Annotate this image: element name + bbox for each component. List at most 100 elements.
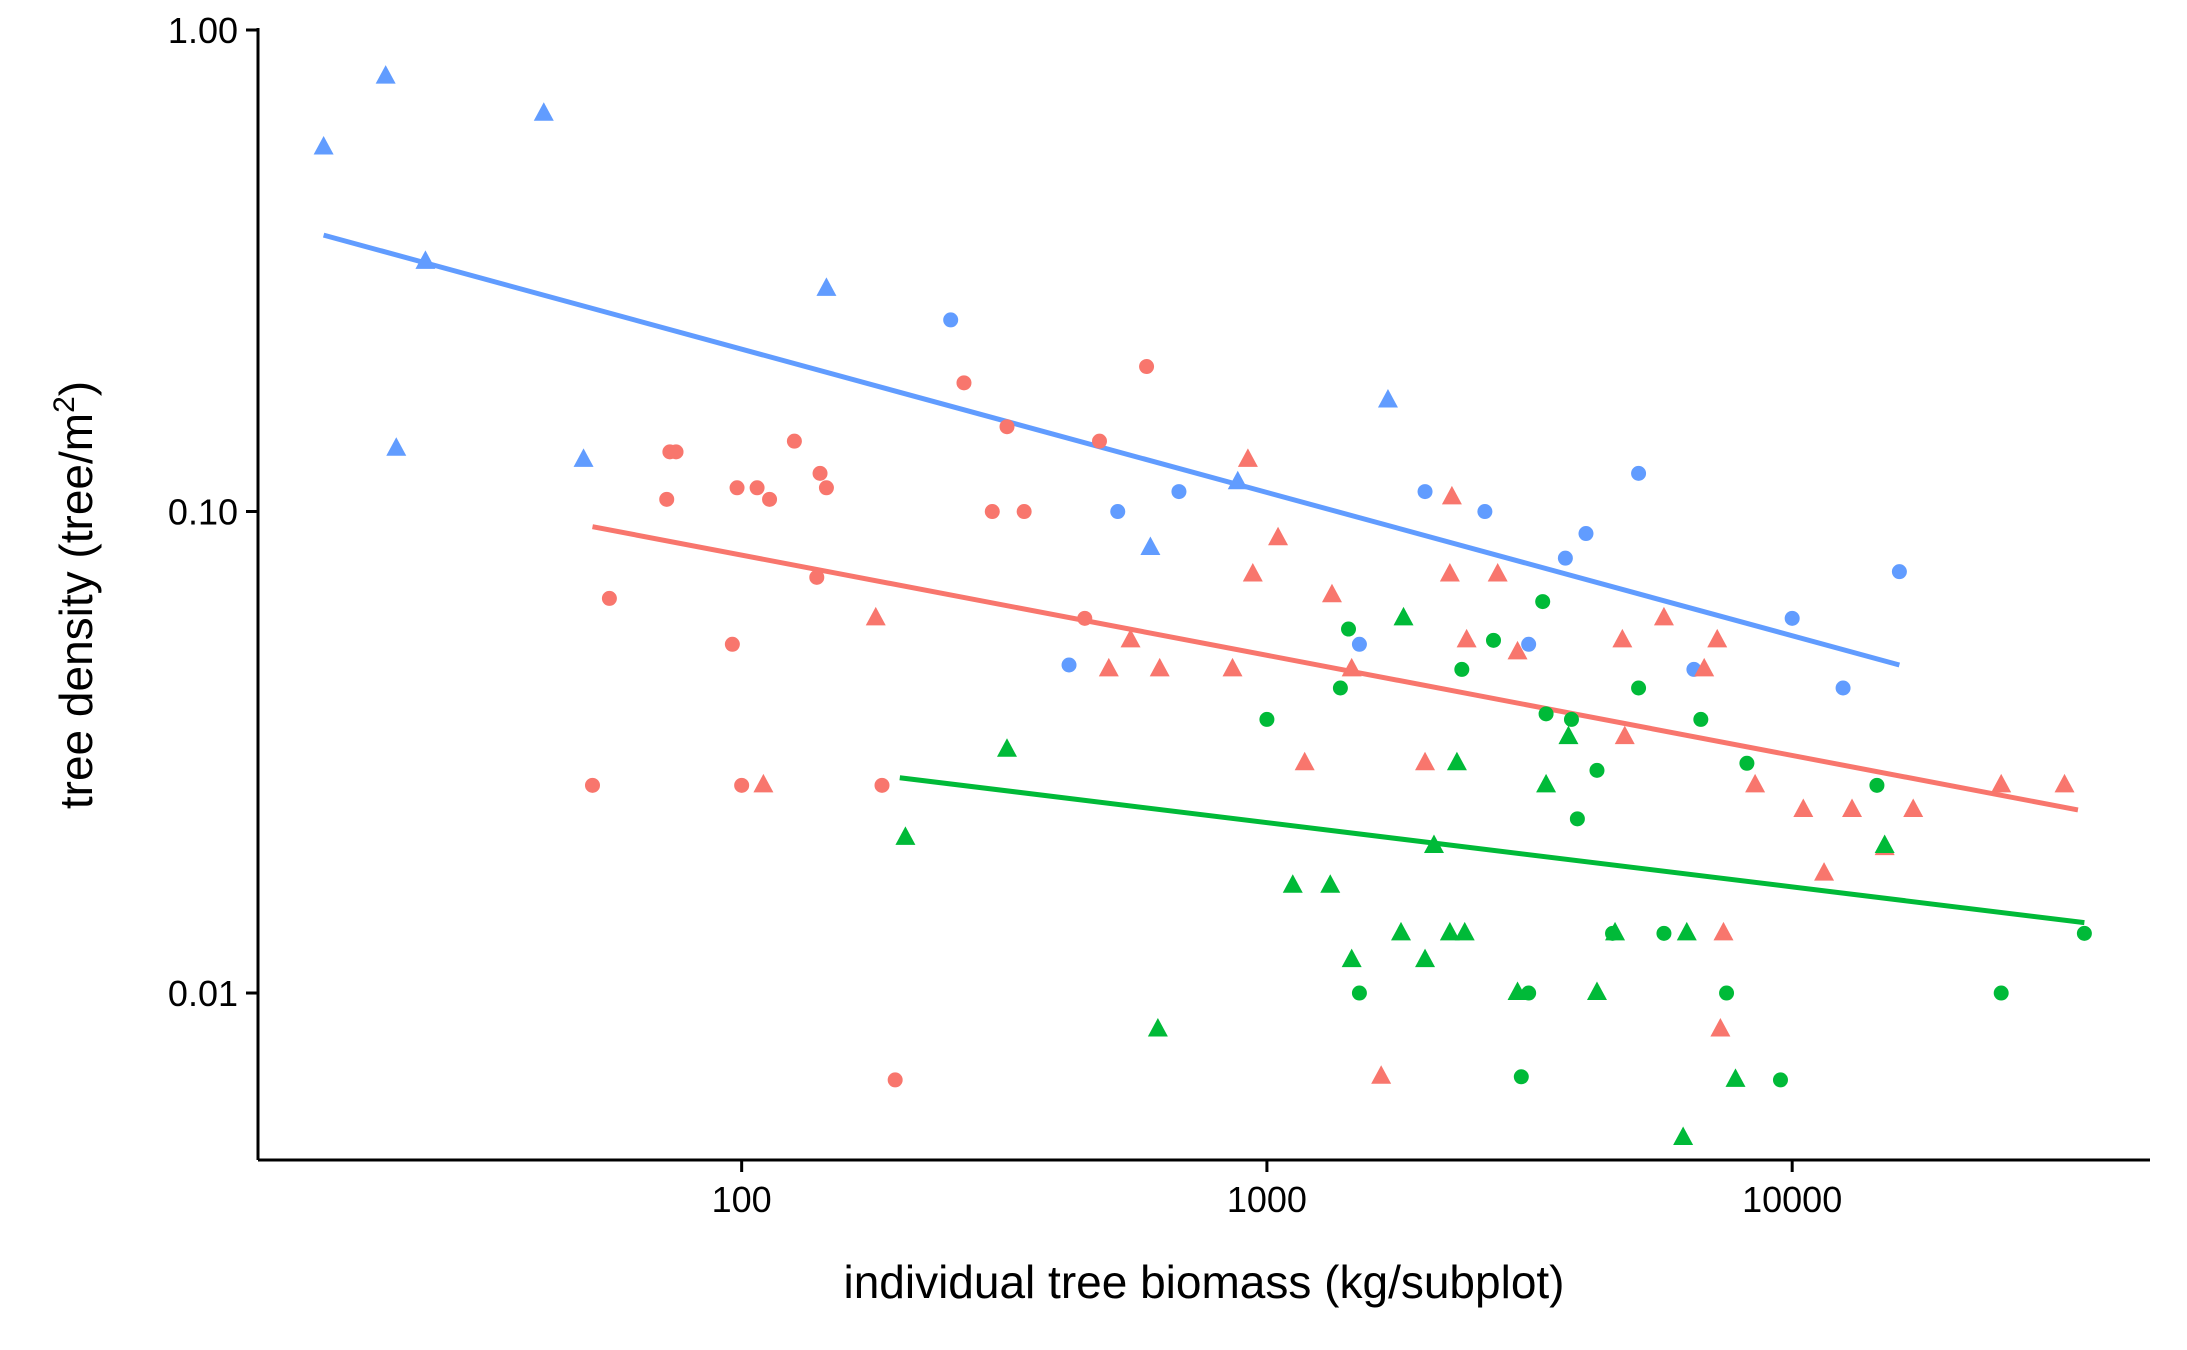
data-point-triangle — [1725, 1068, 1746, 1087]
data-point-triangle — [386, 437, 407, 456]
data-point-triangle — [1710, 1017, 1731, 1037]
data-point-triangle — [1586, 981, 1607, 1001]
data-point-circle — [1535, 594, 1551, 610]
data-point-triangle — [753, 773, 774, 793]
data-point-triangle — [1147, 1017, 1168, 1037]
data-point-circle — [956, 375, 972, 391]
data-point-triangle — [533, 102, 554, 121]
y-tick-label: 0.10 — [168, 492, 238, 533]
data-point-circle — [1110, 504, 1126, 520]
data-point-triangle — [996, 738, 1017, 757]
data-point-triangle — [1991, 773, 2012, 793]
data-point-triangle — [1793, 798, 1814, 817]
data-point-triangle — [1120, 628, 1141, 648]
data-point-triangle — [1321, 583, 1342, 603]
data-point-circle — [1631, 680, 1647, 696]
data-point-triangle — [1227, 470, 1248, 490]
series-2 — [895, 594, 2092, 1145]
data-point-circle — [1513, 1069, 1529, 1085]
data-point-triangle — [1694, 657, 1715, 677]
data-point-circle — [984, 504, 1000, 520]
data-point-triangle — [895, 826, 916, 845]
data-point-circle — [1521, 636, 1537, 652]
trend-line — [899, 775, 2085, 926]
data-point-circle — [1772, 1072, 1788, 1088]
data-point-circle — [1332, 680, 1348, 696]
data-point-circle — [818, 480, 834, 496]
data-point-triangle — [1222, 657, 1243, 677]
data-point-triangle — [1371, 1065, 1392, 1084]
data-point-triangle — [1237, 448, 1258, 467]
data-point-triangle — [1282, 874, 1303, 893]
data-point-circle — [786, 433, 802, 449]
data-point-circle — [1891, 564, 1907, 580]
x-axis-ticks: 100 1000 10000 — [712, 1160, 1842, 1220]
data-point-circle — [1563, 711, 1579, 727]
data-point-triangle — [1676, 921, 1697, 941]
data-point-circle — [762, 491, 778, 507]
data-point-circle — [729, 480, 745, 496]
y-axis-ticks: 1.00 0.10 0.01 — [168, 10, 258, 1014]
data-point-triangle — [1377, 389, 1398, 408]
data-point-triangle — [1320, 874, 1341, 893]
data-point-triangle — [865, 606, 886, 626]
data-point-triangle — [1874, 834, 1895, 853]
data-point-triangle — [1268, 526, 1289, 546]
data-point-triangle — [1713, 921, 1734, 941]
data-point-circle — [2076, 925, 2092, 941]
data-point-triangle — [1391, 921, 1412, 941]
data-point-triangle — [1415, 948, 1436, 968]
data-point-triangle — [1441, 485, 1462, 505]
data-point-circle — [659, 491, 675, 507]
data-point-circle — [1351, 636, 1367, 652]
data-point-triangle — [1098, 657, 1119, 677]
data-point-triangle — [1487, 562, 1508, 582]
data-point-circle — [809, 569, 825, 585]
data-point-triangle — [1415, 751, 1436, 771]
data-point-triangle — [1393, 606, 1414, 626]
data-point-circle — [1077, 610, 1093, 626]
data-point-circle — [1417, 484, 1433, 500]
y-axis-title-superscript: 2 — [48, 396, 81, 413]
data-point-circle — [1171, 484, 1187, 500]
data-point-triangle — [1673, 1126, 1694, 1145]
data-point-triangle — [1536, 773, 1557, 793]
trend-line — [592, 524, 2079, 813]
data-point-triangle — [375, 65, 396, 84]
data-point-circle — [1016, 504, 1032, 520]
data-point-circle — [1631, 465, 1647, 481]
data-point-circle — [1569, 811, 1585, 827]
data-point-circle — [1693, 711, 1709, 727]
data-point-circle — [1656, 925, 1672, 941]
x-tick-label: 100 — [712, 1179, 772, 1220]
data-point-triangle — [1456, 628, 1477, 648]
data-point-triangle — [1558, 725, 1579, 745]
data-point-circle — [812, 465, 828, 481]
data-point-circle — [1835, 680, 1851, 696]
data-point-triangle — [1242, 562, 1263, 582]
data-point-triangle — [573, 448, 594, 467]
data-point-triangle — [313, 136, 334, 155]
data-point-triangle — [1745, 773, 1766, 793]
data-point-circle — [1454, 661, 1470, 677]
y-tick-label: 1.00 — [168, 10, 238, 51]
data-point-circle — [1869, 777, 1885, 793]
data-point-triangle — [1507, 640, 1528, 660]
y-axis-title: tree density (tree/m2) — [48, 381, 102, 809]
data-point-circle — [1784, 610, 1800, 626]
data-point-triangle — [1140, 536, 1161, 555]
data-point-triangle — [1439, 562, 1460, 582]
data-point-triangle — [1341, 657, 1362, 677]
data-point-circle — [1485, 632, 1501, 648]
data-point-circle — [1259, 711, 1275, 727]
data-point-circle — [1557, 550, 1573, 566]
data-point-circle — [1351, 985, 1367, 1001]
data-point-circle — [734, 777, 750, 793]
data-point-triangle — [1507, 981, 1528, 1001]
data-point-circle — [724, 636, 740, 652]
data-point-triangle — [415, 250, 436, 269]
data-point-triangle — [1903, 798, 1924, 817]
trend-line — [322, 232, 1901, 668]
data-point-circle — [1061, 657, 1077, 673]
